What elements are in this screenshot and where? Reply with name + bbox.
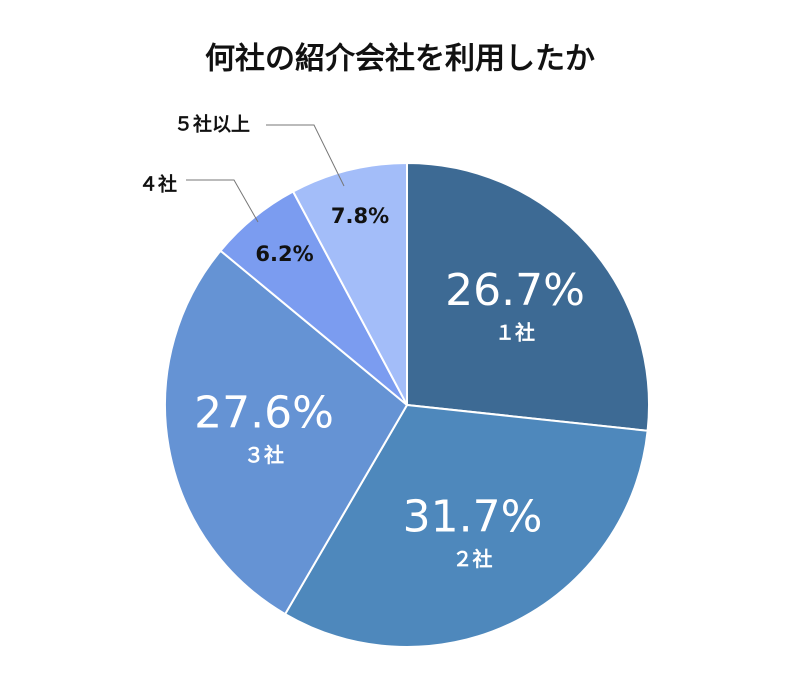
category-label: ４社 xyxy=(139,173,177,196)
category-label: ２社 xyxy=(453,547,493,571)
category-label: ５社以上 xyxy=(174,113,250,136)
value-label: 6.2% xyxy=(255,242,313,266)
pie-slice xyxy=(164,249,409,616)
category-label: ３社 xyxy=(244,443,284,467)
value-label: 7.8% xyxy=(331,204,389,228)
pie-slice xyxy=(283,403,649,648)
pie-slice xyxy=(291,161,408,406)
category-label: １社 xyxy=(495,320,535,344)
value-label: 31.7% xyxy=(403,492,543,543)
value-label: 27.6% xyxy=(194,387,334,438)
leader-line xyxy=(186,179,259,223)
pie-slice xyxy=(406,161,650,432)
leader-line xyxy=(266,124,345,187)
chart-title: 何社の紹介会社を利用したか xyxy=(205,42,595,77)
value-label: 26.7% xyxy=(445,265,585,316)
